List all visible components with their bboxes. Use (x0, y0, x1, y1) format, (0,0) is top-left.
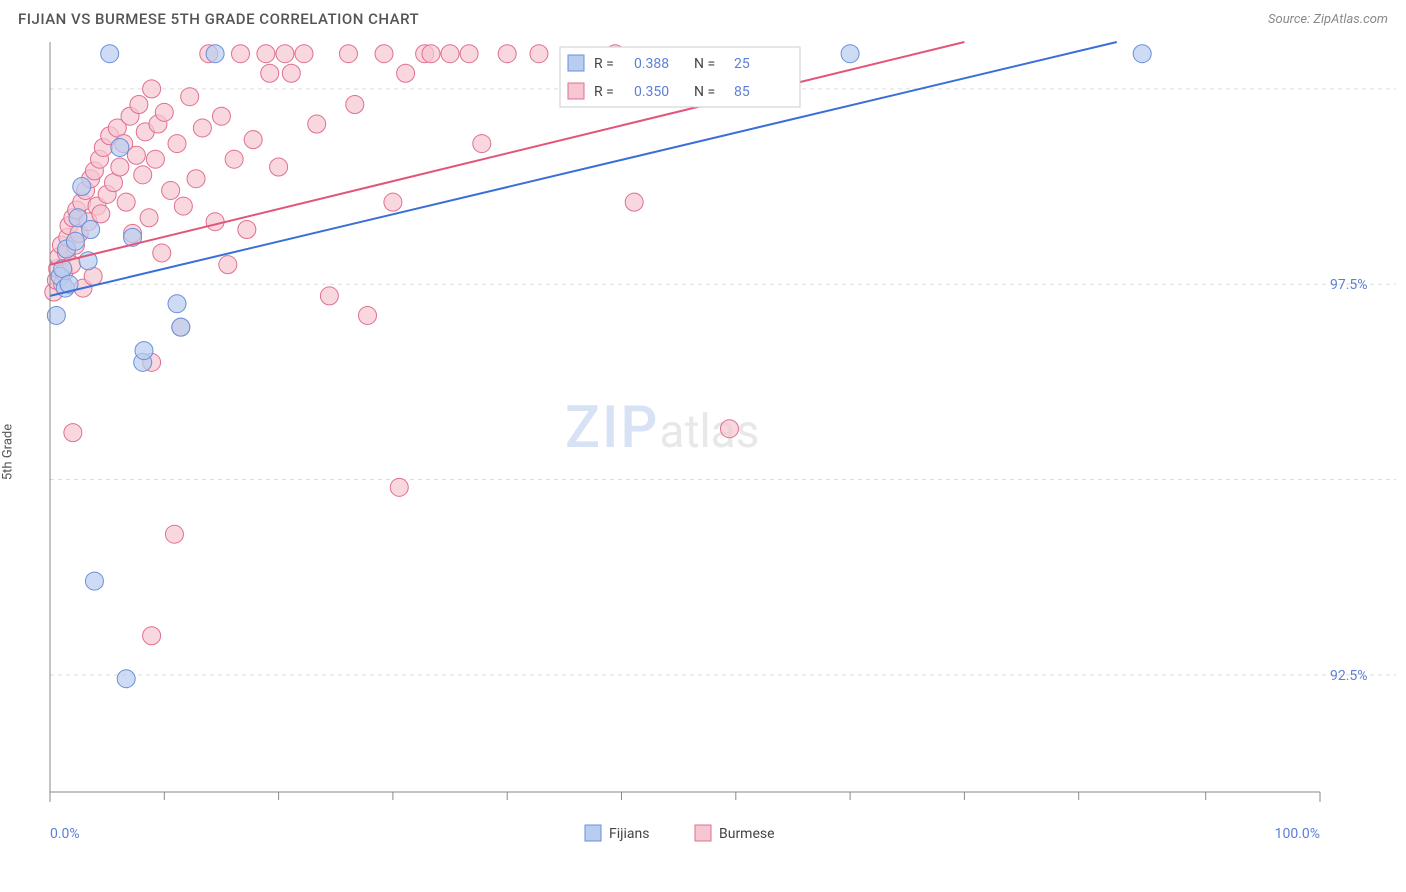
scatter-point (308, 115, 326, 133)
scatter-point (134, 166, 152, 184)
bottom-legend-swatch (585, 825, 601, 841)
legend-n-value: 85 (734, 84, 750, 100)
x-tick-label: 0.0% (50, 826, 80, 842)
scatter-point (174, 197, 192, 215)
chart-title: FIJIAN VS BURMESE 5TH GRADE CORRELATION … (18, 10, 419, 28)
bottom-legend-label: Fijians (609, 826, 649, 842)
source-attribution: Source: ZipAtlas.com (1268, 12, 1388, 27)
scatter-point (92, 205, 110, 223)
scatter-point (153, 244, 171, 262)
scatter-point (85, 572, 103, 590)
scatter-point (375, 45, 393, 63)
scatter-point (498, 45, 516, 63)
scatter-point (257, 45, 275, 63)
scatter-point (181, 88, 199, 106)
scatter-point (219, 256, 237, 274)
bottom-legend-swatch (695, 825, 711, 841)
scatter-point (135, 342, 153, 360)
scatter-point (111, 138, 129, 156)
scatter-point (238, 221, 256, 239)
scatter-point (168, 295, 186, 313)
scatter-point (282, 64, 300, 82)
scatter-point (1133, 45, 1151, 63)
scatter-point (165, 525, 183, 543)
trend-line (50, 42, 964, 265)
y-tick-label: 97.5% (1330, 277, 1368, 293)
scatter-point (346, 96, 364, 114)
scatter-point (82, 221, 100, 239)
legend-swatch (568, 83, 584, 99)
scatter-point (390, 478, 408, 496)
scatter-point (117, 670, 135, 688)
scatter-point (473, 135, 491, 153)
scatter-point (155, 103, 173, 121)
scatter-point (101, 45, 119, 63)
scatter-point (261, 64, 279, 82)
scatter-point (168, 135, 186, 153)
legend-swatch (568, 55, 584, 71)
scatter-point (64, 424, 82, 442)
scatter-point (206, 213, 224, 231)
scatter-point (111, 158, 129, 176)
x-tick-label: 100.0% (1275, 826, 1320, 842)
scatter-point (117, 193, 135, 211)
scatter-point (720, 420, 738, 438)
scatter-point (146, 150, 164, 168)
legend-n-label: N = (694, 84, 715, 100)
bottom-legend-label: Burmese (719, 826, 775, 842)
scatter-point (530, 45, 548, 63)
scatter-point (143, 627, 161, 645)
legend-n-value: 25 (734, 56, 750, 72)
scatter-point (66, 232, 84, 250)
scatter-point (625, 193, 643, 211)
scatter-point (232, 45, 250, 63)
scatter-point (244, 131, 262, 149)
scatter-point (206, 45, 224, 63)
legend-r-value: 0.388 (634, 56, 669, 72)
scatter-point (295, 45, 313, 63)
scatter-point (187, 170, 205, 188)
y-tick-label: 92.5% (1330, 668, 1368, 684)
scatter-point (73, 178, 91, 196)
scatter-point (172, 318, 190, 336)
scatter-point (130, 96, 148, 114)
scatter-point (441, 45, 459, 63)
legend-n-label: N = (694, 56, 715, 72)
legend-r-label: R = (594, 84, 614, 100)
scatter-point (339, 45, 357, 63)
scatter-point (162, 181, 180, 199)
scatter-point (140, 209, 158, 227)
scatter-point (359, 306, 377, 324)
correlation-scatter-chart: 92.5%97.5%ZIPatlas0.0%100.0%R =0.388N =2… (0, 32, 1406, 872)
scatter-point (276, 45, 294, 63)
scatter-point (397, 64, 415, 82)
scatter-point (384, 193, 402, 211)
scatter-point (270, 158, 288, 176)
scatter-point (193, 119, 211, 137)
scatter-point (143, 80, 161, 98)
y-axis-label: 5th Grade (1, 424, 16, 480)
scatter-point (212, 107, 230, 125)
legend-r-value: 0.350 (634, 84, 669, 100)
scatter-point (225, 150, 243, 168)
scatter-point (320, 287, 338, 305)
scatter-point (841, 45, 859, 63)
scatter-point (422, 45, 440, 63)
scatter-point (127, 146, 145, 164)
legend-r-label: R = (594, 56, 614, 72)
scatter-point (460, 45, 478, 63)
